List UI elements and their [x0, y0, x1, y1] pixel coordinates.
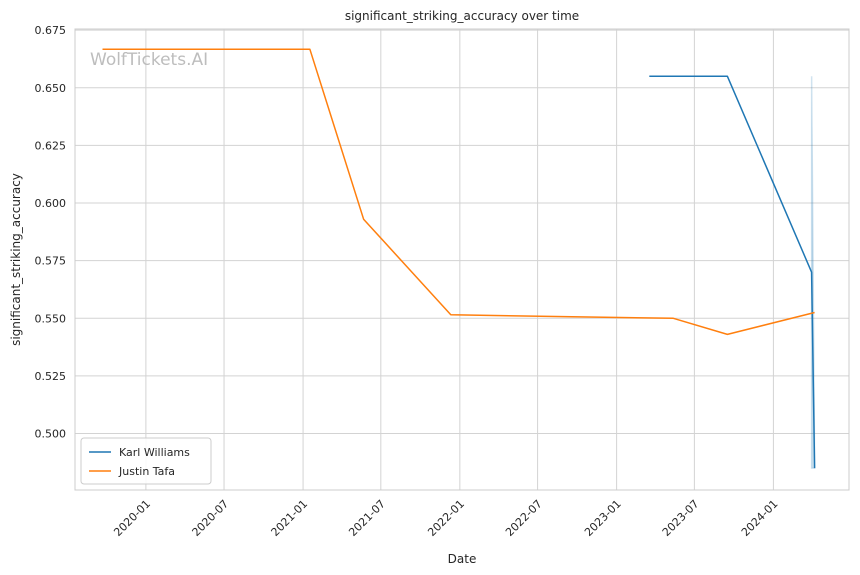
legend-label-2: Justin Tafa: [118, 465, 175, 478]
series-line-1: [649, 75, 816, 469]
y-tick-label: 0.525: [35, 370, 67, 383]
plot-frame: [74, 28, 850, 491]
y-axis-ticks: 0.500 0.525 0.550 0.575 0.600 0.625 0.650 0.675: [35, 24, 67, 440]
y-tick-label: 0.650: [35, 82, 67, 95]
watermark: WolfTickets.AI: [90, 50, 208, 70]
y-tick-label: 0.500: [35, 428, 67, 441]
y-tick-label: 0.600: [35, 197, 67, 210]
legend-label-1: Karl Williams: [119, 446, 190, 459]
series-lines: [102, 48, 816, 469]
chart-title: significant_striking_accuracy over time: [345, 9, 579, 23]
y-tick-label: 0.625: [35, 139, 67, 152]
y-tick-label: 0.575: [35, 255, 67, 268]
legend: Karl Williams Justin Tafa: [80, 437, 212, 485]
y-tick-label: 0.550: [35, 312, 67, 325]
y-axis-title: significant_striking_accuracy: [9, 173, 23, 346]
series-line-2: [102, 48, 815, 336]
x-axis-title: Date: [448, 552, 477, 566]
grid: [75, 29, 849, 490]
legend-box: [80, 437, 212, 485]
y-tick-label: 0.675: [35, 24, 67, 37]
